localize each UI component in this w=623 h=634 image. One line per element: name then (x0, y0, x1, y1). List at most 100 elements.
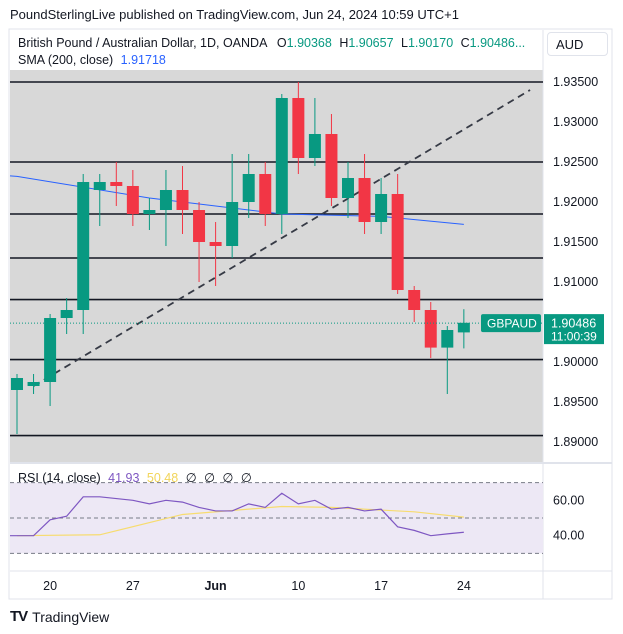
candle-countdown: 11:00:39 (551, 330, 597, 344)
candle[interactable] (27, 374, 40, 394)
candle[interactable] (176, 166, 189, 234)
candle[interactable] (209, 222, 222, 286)
candle-body (126, 186, 139, 214)
candle-body (424, 310, 437, 348)
price-tick-label: 1.90000 (553, 355, 598, 369)
candle-body (193, 210, 206, 242)
time-tick-label: 10 (291, 579, 305, 593)
candle-body (358, 178, 371, 222)
rsi-label[interactable]: RSI (14, close) (18, 471, 101, 485)
low-label: L (401, 36, 408, 50)
candle-body (226, 202, 239, 246)
candle-body (408, 290, 421, 310)
candle[interactable] (259, 162, 272, 226)
close-label: C (460, 36, 470, 50)
sma-value: 1.91718 (120, 53, 166, 67)
candle[interactable] (193, 202, 206, 282)
candle[interactable] (226, 154, 239, 258)
rsi-value: 41.93 (108, 471, 140, 485)
time-tick-label: 27 (126, 579, 140, 593)
candle[interactable] (60, 298, 73, 334)
candle-body (391, 194, 404, 290)
candle-body (110, 182, 123, 186)
footer[interactable]: TV TradingView (10, 608, 109, 625)
trend-line[interactable] (33, 89, 531, 387)
candle-body (159, 190, 172, 210)
candle[interactable] (375, 178, 388, 234)
rsi-placeholder-1: ∅ (185, 471, 197, 485)
candle-body (342, 178, 354, 198)
candle-body (11, 378, 23, 390)
price-tick-label: 1.89000 (553, 435, 598, 449)
rsi-tick-label: 40.00 (553, 529, 584, 543)
currency-button[interactable]: AUD (547, 32, 608, 56)
candle-body (259, 174, 272, 214)
candle-body (77, 182, 90, 310)
candle[interactable] (457, 309, 470, 349)
time-tick-label: 24 (457, 579, 471, 593)
brand-name: TradingView (32, 608, 110, 625)
candle-body (27, 382, 40, 386)
candle[interactable] (44, 314, 57, 406)
candle[interactable] (242, 154, 255, 218)
price-tick-label: 1.93500 (553, 75, 598, 89)
low-value: 1.90170 (407, 36, 454, 50)
candle-body (292, 98, 305, 158)
candle[interactable] (143, 198, 156, 230)
candle[interactable] (391, 174, 404, 294)
price-tick-label: 1.89500 (553, 395, 598, 409)
candle[interactable] (292, 82, 305, 174)
price-tick-label: 1.92000 (553, 195, 598, 209)
candle[interactable] (424, 302, 437, 358)
candle-body (242, 174, 255, 202)
candle-body (60, 310, 73, 318)
candle-body (308, 134, 321, 158)
candle-body (176, 190, 189, 210)
candle[interactable] (441, 326, 454, 394)
time-tick-label: Jun (204, 579, 226, 593)
rsi-placeholder-2: ∅ (204, 471, 215, 485)
candle-body (275, 98, 288, 214)
candle[interactable] (275, 94, 288, 234)
close-value: 1.90486... (469, 36, 526, 50)
candle-body (143, 210, 156, 214)
rsi-ma-line[interactable] (16, 505, 464, 537)
last-price-value: 1.90486 (551, 317, 596, 331)
candle[interactable] (126, 170, 139, 226)
symbol-tag-label: GBPAUD (487, 317, 537, 331)
price-tick-label: 1.91500 (553, 235, 598, 249)
candle[interactable] (408, 286, 421, 322)
rsi-line[interactable] (10, 492, 464, 537)
candle-body (44, 318, 57, 382)
candle[interactable] (110, 162, 123, 206)
candle[interactable] (325, 114, 338, 206)
candle[interactable] (308, 98, 321, 166)
chart-frame (8, 28, 613, 600)
time-tick-label: 17 (374, 579, 388, 593)
candle[interactable] (342, 162, 354, 218)
ohlc-legend[interactable]: British Pound / Australian Dollar, 1D, O… (18, 36, 525, 50)
rsi-legend[interactable]: RSI (14, close) 41.93 50.48 ∅ ∅ ∅ ∅ (18, 470, 252, 485)
candle-body (93, 182, 106, 190)
candle[interactable] (77, 174, 90, 334)
rsi-placeholder-3: ∅ (222, 471, 234, 485)
candle[interactable] (358, 154, 371, 234)
candle[interactable] (93, 174, 106, 226)
symbol-price-tag[interactable]: GBPAUD (481, 314, 541, 333)
candle-body (441, 330, 454, 348)
open-label: O (276, 36, 287, 50)
publish-line: PoundSterlingLive published on TradingVi… (10, 7, 459, 22)
candle[interactable] (11, 374, 23, 434)
time-tick-label: 20 (43, 579, 57, 593)
tradingview-logo: TV (10, 608, 28, 625)
rsi-ma-value: 50.48 (146, 471, 179, 485)
sma-line-start (9, 175, 18, 177)
symbol-title[interactable]: British Pound / Australian Dollar, 1D, O… (18, 36, 268, 50)
sma-label[interactable]: SMA (200, close) (18, 53, 114, 67)
rsi-tick-label: 60.00 (553, 493, 584, 507)
candle[interactable] (159, 170, 172, 246)
high-label: H (339, 36, 349, 50)
sma-legend[interactable]: SMA (200, close) 1.91718 (18, 53, 166, 67)
